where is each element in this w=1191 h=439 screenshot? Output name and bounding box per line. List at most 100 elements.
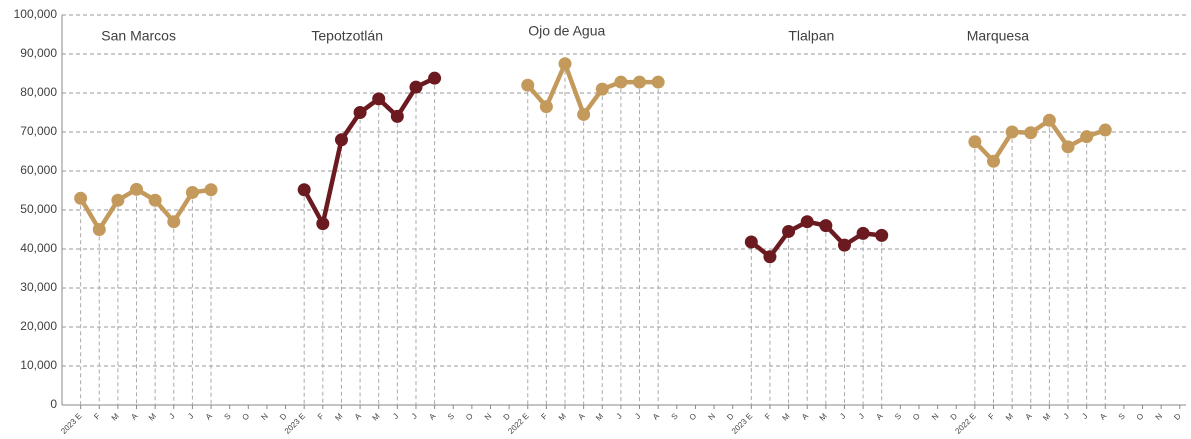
x-tick-label: A bbox=[1098, 411, 1109, 422]
x-tick-label: A bbox=[427, 411, 438, 422]
x-tick-label: M bbox=[557, 411, 568, 422]
point bbox=[782, 224, 796, 238]
point bbox=[167, 215, 181, 229]
y-tick-label: 80,000 bbox=[20, 85, 57, 99]
point bbox=[800, 215, 814, 229]
series-label: Tepotzotlán bbox=[311, 28, 383, 44]
point bbox=[1042, 113, 1056, 127]
point bbox=[92, 223, 106, 236]
x-tick-label: M bbox=[818, 411, 829, 422]
y-tick-label: 40,000 bbox=[20, 241, 57, 255]
x-tick-label: F bbox=[987, 411, 997, 421]
x-tick-label: F bbox=[763, 411, 773, 421]
x-tick-label: M bbox=[147, 411, 158, 422]
point bbox=[1080, 130, 1094, 144]
point bbox=[987, 154, 1000, 168]
x-tick-label: O bbox=[240, 412, 251, 423]
x-tick-label: 2023 E bbox=[283, 412, 307, 436]
x-tick-label: J bbox=[186, 412, 195, 421]
x-tick-label: N bbox=[707, 411, 718, 422]
x-tick-label: M bbox=[1041, 411, 1052, 422]
x-tick-label: J bbox=[633, 412, 642, 421]
x-tick-label: D bbox=[278, 411, 289, 422]
x-tick-label: D bbox=[949, 411, 960, 422]
point bbox=[390, 109, 404, 123]
point bbox=[763, 250, 777, 264]
point bbox=[409, 80, 423, 94]
point bbox=[558, 57, 572, 71]
x-tick-label: O bbox=[911, 412, 922, 423]
point bbox=[74, 191, 88, 205]
x-tick-label: D bbox=[502, 411, 513, 422]
x-tick-label: A bbox=[204, 411, 215, 422]
point bbox=[111, 193, 125, 207]
x-tick-label: S bbox=[222, 412, 232, 422]
x-tick-label: J bbox=[167, 412, 176, 421]
x-tick-label: O bbox=[688, 412, 699, 423]
point bbox=[539, 100, 553, 114]
x-tick-label: A bbox=[874, 411, 885, 422]
series-label: Tlalpan bbox=[788, 28, 834, 44]
x-tick-label: A bbox=[1024, 411, 1035, 422]
x-tick-label: J bbox=[857, 412, 866, 421]
y-tick-label: 90,000 bbox=[20, 46, 57, 60]
x-tick-label: A bbox=[800, 411, 811, 422]
x-tick-label: 2022 E bbox=[953, 412, 977, 436]
x-tick-label: A bbox=[353, 411, 364, 422]
point bbox=[353, 106, 367, 119]
x-tick-label: J bbox=[615, 412, 624, 421]
y-tick-label: 20,000 bbox=[20, 319, 57, 333]
point bbox=[595, 82, 609, 96]
x-tick-label: 2023 E bbox=[730, 412, 754, 436]
x-tick-label: A bbox=[129, 411, 140, 422]
point bbox=[1098, 123, 1112, 137]
x-tick-label: 2022 E bbox=[506, 412, 530, 436]
point bbox=[148, 193, 162, 207]
x-tick-label: D bbox=[1172, 411, 1183, 422]
point bbox=[297, 183, 311, 197]
x-tick-label: J bbox=[1080, 412, 1089, 421]
point bbox=[651, 75, 665, 89]
x-tick-label: J bbox=[1062, 412, 1071, 421]
x-tick-label: N bbox=[259, 411, 270, 422]
series-label: Ojo de Agua bbox=[528, 23, 605, 39]
point bbox=[316, 217, 330, 231]
point bbox=[837, 238, 851, 252]
point bbox=[577, 107, 591, 121]
point bbox=[744, 235, 758, 249]
point bbox=[614, 75, 628, 89]
x-tick-label: M bbox=[594, 411, 605, 422]
x-tick-label: J bbox=[838, 412, 847, 421]
x-tick-label: S bbox=[446, 412, 456, 422]
x-tick-label: O bbox=[1135, 412, 1146, 423]
point bbox=[1061, 140, 1075, 154]
x-tick-label: J bbox=[410, 412, 419, 421]
x-tick-label: D bbox=[725, 411, 736, 422]
x-tick-label: A bbox=[651, 411, 662, 422]
point bbox=[819, 219, 833, 233]
x-tick-label: N bbox=[483, 411, 494, 422]
point bbox=[204, 183, 218, 197]
point bbox=[521, 78, 535, 92]
x-tick-label: F bbox=[92, 411, 102, 421]
point bbox=[968, 135, 982, 149]
point bbox=[1024, 126, 1038, 140]
y-tick-label: 0 bbox=[50, 397, 57, 411]
x-tick-label: F bbox=[539, 411, 549, 421]
x-tick-label: S bbox=[670, 412, 680, 422]
y-tick-label: 60,000 bbox=[20, 163, 57, 177]
point bbox=[130, 182, 144, 196]
x-tick-label: M bbox=[371, 411, 382, 422]
point bbox=[856, 226, 870, 240]
point bbox=[372, 92, 386, 106]
x-tick-label: 2023 E bbox=[59, 412, 83, 436]
x-tick-label: N bbox=[930, 411, 941, 422]
x-tick-label: F bbox=[316, 411, 326, 421]
series-line bbox=[302, 76, 436, 226]
y-tick-label: 70,000 bbox=[20, 124, 57, 138]
point bbox=[185, 185, 199, 199]
series-label: Marquesa bbox=[967, 28, 1029, 44]
x-tick-label: S bbox=[893, 412, 903, 422]
y-tick-label: 30,000 bbox=[20, 280, 57, 294]
